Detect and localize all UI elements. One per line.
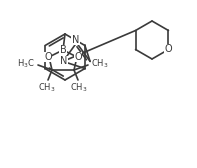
Text: CH$_3$: CH$_3$ [38, 81, 56, 94]
Text: O: O [44, 52, 52, 62]
Text: O: O [165, 45, 172, 54]
Text: CH$_3$: CH$_3$ [70, 81, 88, 94]
Text: CH$_3$: CH$_3$ [91, 58, 109, 70]
Text: B: B [60, 45, 66, 55]
Text: N: N [72, 35, 79, 45]
Text: H$_3$C: H$_3$C [17, 58, 35, 70]
Text: O: O [74, 52, 82, 62]
Text: N: N [60, 56, 68, 66]
